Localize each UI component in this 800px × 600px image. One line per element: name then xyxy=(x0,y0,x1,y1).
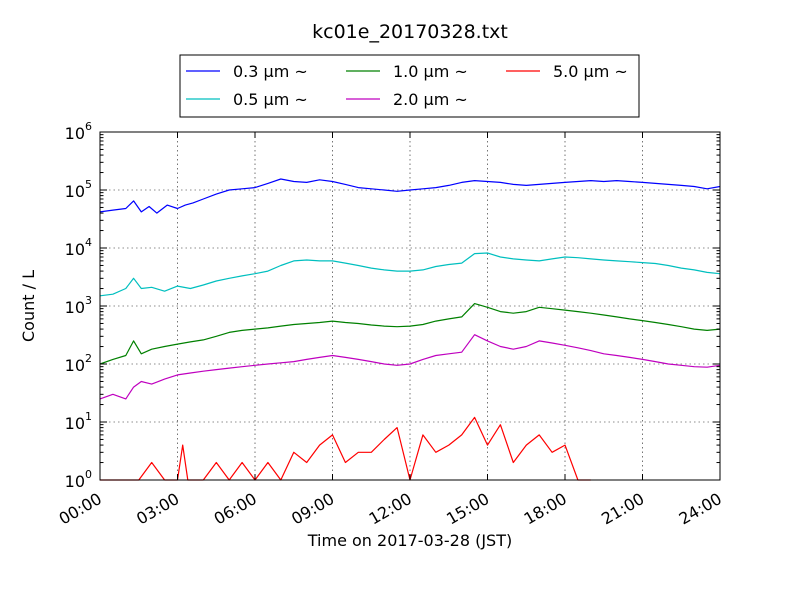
series-line xyxy=(99,334,721,400)
chart-title: kc01e_20170328.txt xyxy=(312,21,508,43)
legend-label: 5.0 μm ~ xyxy=(553,62,628,81)
series-line xyxy=(99,303,721,365)
legend-label: 2.0 μm ~ xyxy=(393,90,468,109)
series-line xyxy=(99,252,721,297)
y-tick-label: 100 xyxy=(65,468,92,491)
legend: 0.3 μm ~ 0.5 μm ~ 1.0 μm ~ 2.0 μm ~ 5.0 μm ~ xyxy=(179,54,640,118)
ticks xyxy=(99,131,721,481)
y-tick-label: 103 xyxy=(65,294,92,317)
y-tick-label: 101 xyxy=(65,410,92,433)
y-tick-label: 104 xyxy=(65,236,92,259)
legend-label: 0.5 μm ~ xyxy=(233,90,308,109)
plot-series xyxy=(99,178,721,481)
legend-box xyxy=(179,54,640,118)
series-line xyxy=(99,178,721,214)
legend-label: 1.0 μm ~ xyxy=(393,62,468,81)
x-axis-title: Time on 2017-03-28 (JST) xyxy=(307,531,512,550)
y-tick-label: 106 xyxy=(65,120,92,143)
legend-label: 0.3 μm ~ xyxy=(233,62,308,81)
y-axis-title: Count / L xyxy=(19,270,38,342)
y-tick-label: 102 xyxy=(65,352,92,375)
y-tick-label: 105 xyxy=(65,178,92,201)
y-tick-labels: 100 101 102 103 104 105 106 xyxy=(65,120,92,491)
